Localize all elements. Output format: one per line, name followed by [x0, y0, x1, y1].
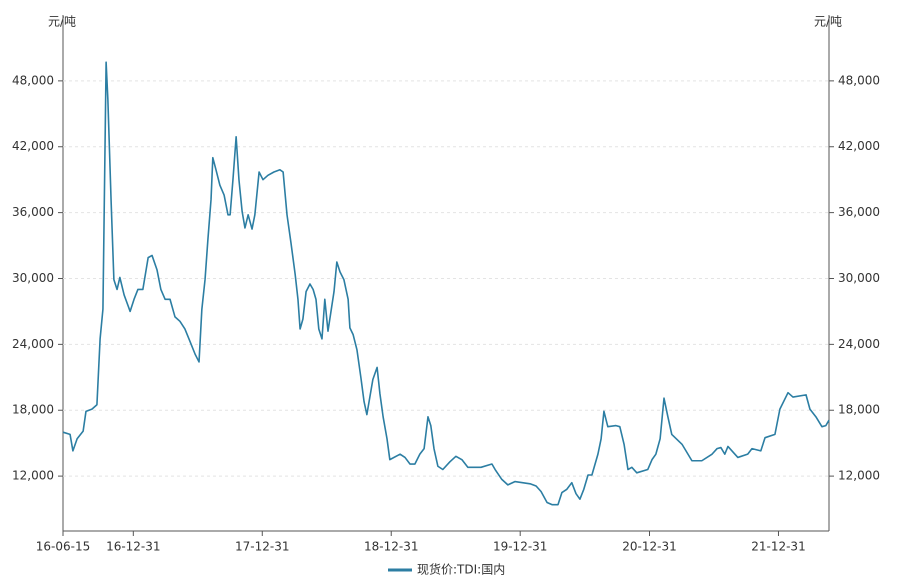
y2-tick-label: 18,000	[838, 403, 880, 417]
x-tick-label: 21-12-31	[751, 540, 805, 554]
y-tick-label: 42,000	[12, 139, 54, 153]
y-tick-label: 18,000	[12, 403, 54, 417]
y2-tick-label: 48,000	[838, 73, 880, 87]
y-axis-unit: 元/吨	[48, 15, 76, 29]
x-tick-label: 18-12-31	[364, 540, 418, 554]
price-line	[62, 61, 830, 506]
x-tick-label: 16-06-15	[36, 540, 90, 554]
x-tick-label: 19-12-31	[493, 540, 547, 554]
y-tick-label: 30,000	[12, 271, 54, 285]
y-tick-label: 24,000	[12, 337, 54, 351]
y2-tick-label: 12,000	[838, 469, 880, 483]
x-tick-label: 16-12-31	[106, 540, 160, 554]
x-tick-label: 17-12-31	[235, 540, 289, 554]
y-tick-label: 36,000	[12, 205, 54, 219]
y-tick-label: 12,000	[12, 469, 54, 483]
legend-label: 现货价:TDI:国内	[417, 562, 505, 577]
y2-tick-label: 24,000	[838, 337, 880, 351]
y2-tick-label: 42,000	[838, 139, 880, 153]
y2-axis-unit: 元/吨	[814, 15, 842, 29]
x-tick-label: 20-12-31	[622, 540, 676, 554]
y-tick-label: 48,000	[12, 73, 54, 87]
y2-tick-label: 36,000	[838, 205, 880, 219]
y2-tick-label: 30,000	[838, 271, 880, 285]
